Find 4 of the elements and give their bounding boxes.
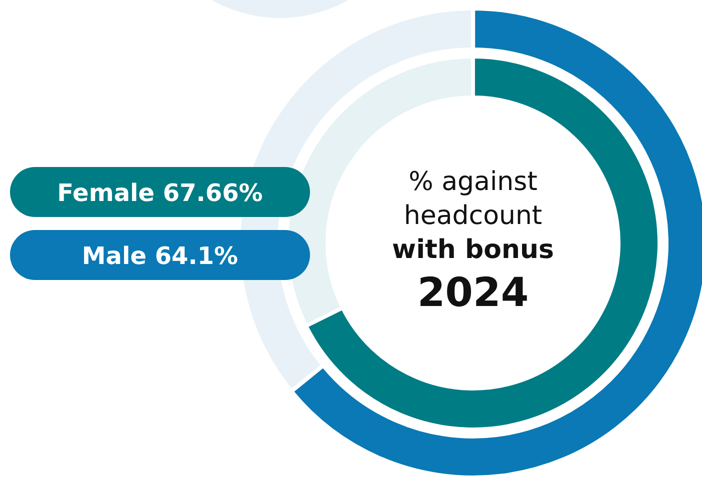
text: with bonus	[392, 235, 554, 265]
text: Female 67.66%	[57, 179, 263, 207]
text: 2024	[417, 270, 529, 316]
text: Male 64.1%	[82, 242, 238, 270]
